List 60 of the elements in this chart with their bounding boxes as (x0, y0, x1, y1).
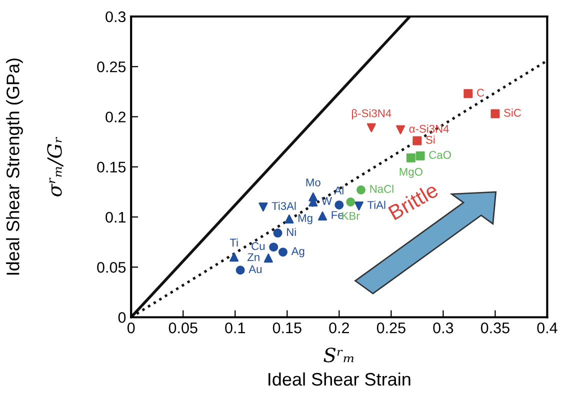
x-tick-label: 0.3 (433, 322, 454, 334)
x-tick-label: 0.4 (537, 322, 558, 334)
annotation: Ti (230, 238, 238, 246)
point (464, 89, 473, 98)
point (490, 109, 500, 118)
annotation: Mg (298, 214, 312, 224)
annotation: Au (248, 265, 262, 274)
x-tick-label: 0 (127, 322, 135, 334)
y-tick-label: 0.2 (106, 112, 126, 122)
annotation: C (477, 88, 484, 97)
x-tick-label: 0.1 (225, 322, 245, 334)
annotation: Zn (247, 253, 260, 261)
point (346, 197, 356, 206)
annotation: Ti3Al (272, 202, 296, 210)
point (269, 242, 278, 252)
x-axis-title: Ideal Shear Strain (268, 372, 410, 386)
point (366, 123, 376, 132)
point (273, 228, 282, 238)
point (258, 202, 268, 212)
y-tick-label: 0 (118, 312, 126, 323)
text: σʳₘ/Gᵣ (47, 136, 64, 196)
annotation: W (322, 197, 332, 205)
point (334, 200, 344, 210)
x-tick-label: 0.05 (168, 322, 198, 334)
y-tick-label: 0.3 (106, 11, 126, 22)
annotation: SiC (504, 108, 521, 117)
annotation: Mo (306, 178, 320, 186)
annotation: Fe (332, 211, 344, 219)
point (230, 252, 239, 262)
point (278, 248, 288, 257)
x-tick-label: 0.15 (272, 322, 302, 334)
point (406, 153, 416, 162)
annotation: MgO (400, 168, 422, 178)
point (264, 254, 273, 263)
y-axis-title: Ideal Shear Strength (GPa) (6, 58, 23, 275)
annotation: KBr (342, 212, 360, 220)
x-tick-label: 0.2 (329, 322, 350, 334)
y-tick-label: 0.15 (97, 162, 126, 173)
point (284, 214, 294, 224)
point (396, 125, 406, 134)
annotation: TiAl (368, 200, 386, 209)
point (356, 185, 366, 194)
point (354, 201, 364, 210)
text: Sʳₘ (324, 348, 354, 362)
x-tick-label: 0.35 (480, 322, 510, 334)
point (236, 266, 245, 275)
y-tick-label: 0.05 (97, 262, 126, 273)
point (318, 211, 328, 220)
annotation: Al (334, 186, 344, 194)
annotation: Ag (291, 247, 304, 258)
y-tick-label: 0.1 (106, 212, 126, 223)
x-tick-label: 0.25 (376, 322, 406, 334)
annotation: CaO (429, 150, 451, 159)
point (416, 151, 425, 160)
annotation: Cu (252, 242, 265, 250)
annotation: β-Si3N4 (352, 109, 392, 120)
annotation: Ni (287, 228, 296, 236)
point (412, 136, 422, 146)
y-tick-label: 0.25 (97, 61, 126, 72)
annotation: Si (426, 136, 435, 144)
